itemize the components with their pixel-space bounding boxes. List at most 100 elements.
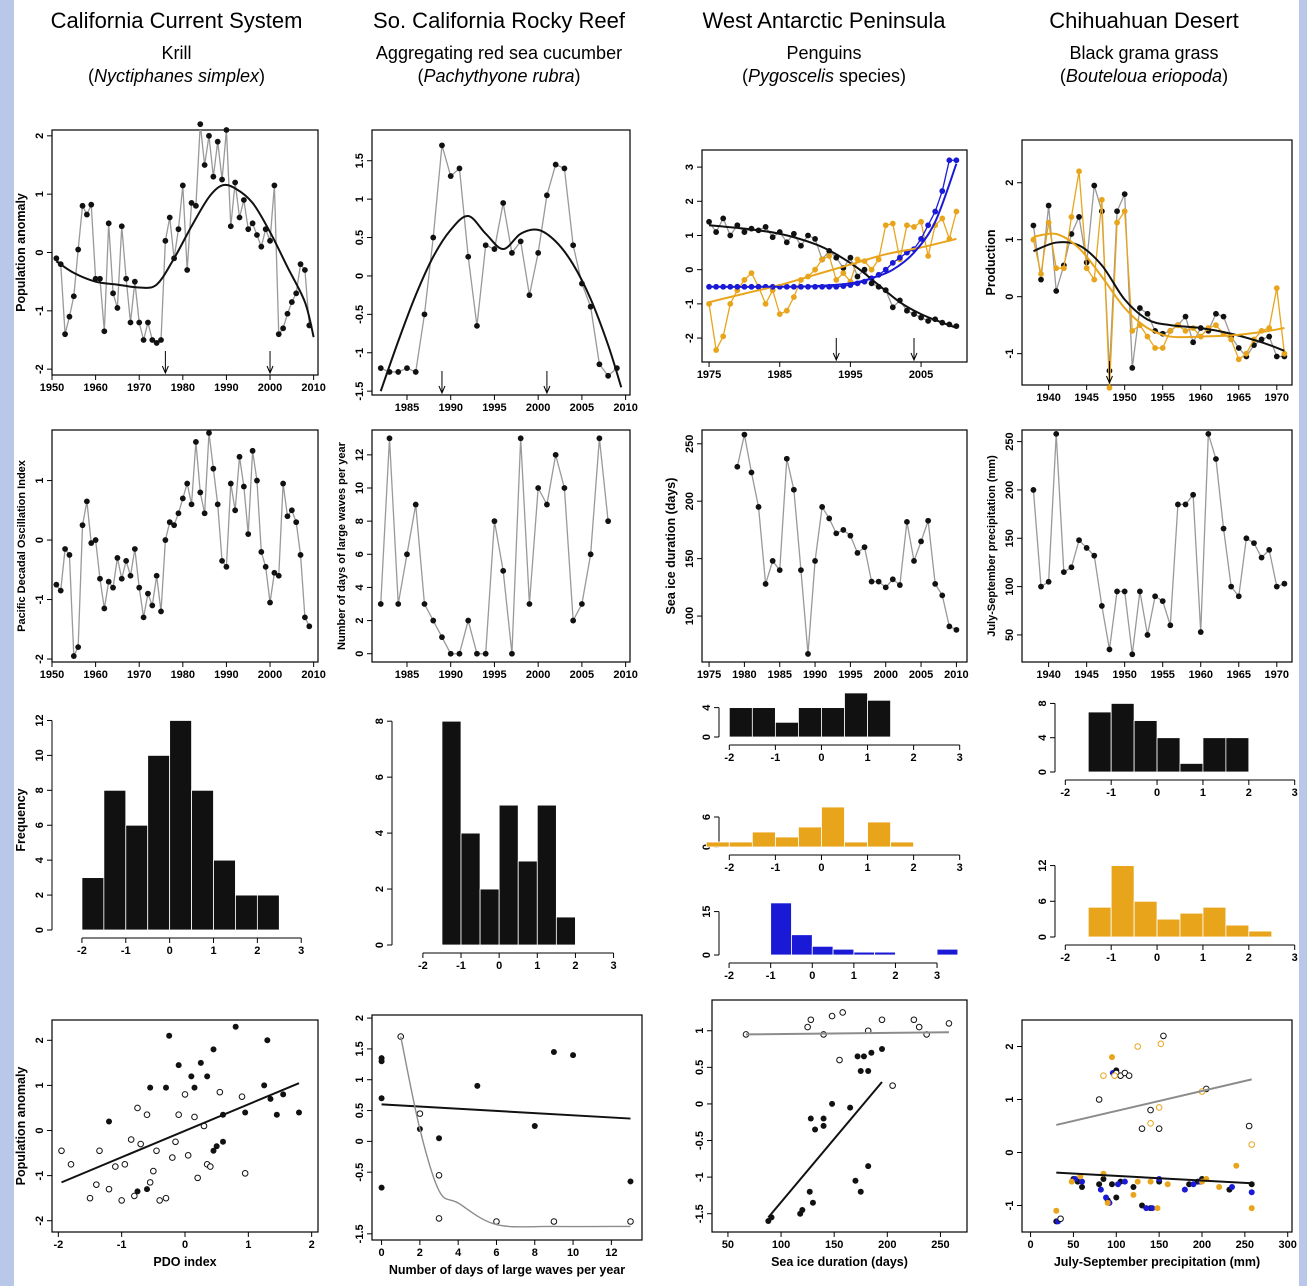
data-point: [1053, 1207, 1060, 1214]
histogram-bar: [1156, 737, 1181, 773]
data-point: [482, 242, 489, 249]
y-tick-label: 0: [694, 1101, 706, 1107]
arrow-head: [910, 352, 918, 362]
data-point: [210, 1046, 217, 1053]
data-point: [1079, 1183, 1085, 1190]
histogram-bar: [844, 692, 868, 738]
species-latin-line: (Nyctiphanes simplex): [87, 66, 266, 86]
data-point: [482, 650, 489, 657]
data-point: [175, 510, 182, 517]
data-point: [1030, 487, 1037, 493]
y-tick-label: 2: [684, 198, 696, 204]
y-tick-label: 1: [354, 196, 366, 202]
open-data-point: [1155, 1104, 1163, 1111]
x-tick-label: 1945: [1074, 392, 1098, 404]
data-point: [713, 229, 720, 235]
data-point: [1248, 1205, 1255, 1212]
data-point: [145, 319, 151, 326]
data-point: [570, 1052, 577, 1059]
series-line: [380, 145, 618, 377]
data-point: [819, 504, 826, 510]
y-axis-label: July-September precipitation (mm): [986, 455, 998, 637]
column-header-reef: So. California Rocky Reef Aggregating re…: [339, 0, 659, 88]
data-point: [262, 563, 269, 570]
histogram-bar: [498, 804, 519, 946]
x-tick-label: 0: [182, 1239, 188, 1251]
x-tick-label: 2005: [909, 669, 933, 681]
data-point: [70, 653, 77, 659]
data-point: [162, 237, 169, 244]
data-point: [1167, 327, 1174, 334]
species-latin-line: (Bouteloua eriopoda): [1059, 66, 1229, 86]
data-point: [570, 242, 577, 249]
data-point: [1053, 430, 1060, 437]
x-tick-label: 2010: [301, 382, 325, 394]
x-tick-label: 1995: [482, 669, 506, 681]
y-tick-label: 0: [1004, 1149, 1016, 1155]
y-tick-label: 0.5: [354, 1103, 366, 1118]
y-tick-label: 6: [701, 814, 713, 820]
y-tick-label: 0: [701, 952, 713, 958]
data-point: [412, 369, 419, 375]
histogram-bar: [936, 948, 959, 956]
data-point: [171, 522, 177, 529]
data-point: [131, 278, 138, 285]
data-point: [1121, 208, 1128, 215]
data-point: [465, 617, 472, 624]
y-tick-label: 10: [354, 482, 366, 494]
x-tick-label: 3: [610, 960, 616, 972]
data-point: [1233, 1162, 1240, 1169]
y-tick-label: 1: [1004, 1096, 1016, 1102]
y-tick-label: 0: [34, 249, 46, 255]
data-point: [1144, 632, 1151, 638]
data-point: [918, 538, 924, 545]
x-tick-label: -2: [1060, 952, 1070, 964]
data-point: [587, 303, 594, 310]
data-point: [1053, 265, 1060, 272]
series-line: [708, 216, 957, 327]
species-latin: Pygoscelis: [747, 66, 834, 86]
y-tick-label: 4: [34, 856, 46, 863]
data-point: [820, 1115, 827, 1122]
x-tick-label: 3: [957, 862, 963, 874]
species-common: Krill: [161, 43, 192, 63]
data-point: [88, 201, 95, 208]
histogram-bar: [867, 821, 891, 848]
y-tick-label: -2: [684, 333, 696, 343]
data-point: [727, 300, 734, 307]
data-point: [188, 501, 195, 508]
data-point: [258, 243, 265, 250]
data-point: [306, 623, 313, 630]
data-point: [1251, 540, 1257, 546]
x-tick-label: 1980: [171, 382, 195, 394]
site-title: West Antarctic Peninsula: [702, 8, 946, 33]
data-point: [101, 605, 108, 612]
series-line: [55, 432, 310, 657]
data-point: [53, 255, 60, 262]
data-point: [882, 584, 889, 591]
data-point: [145, 590, 151, 597]
data-point: [1147, 1178, 1154, 1185]
data-point: [857, 1067, 864, 1074]
data-point: [421, 311, 428, 318]
data-point: [1098, 196, 1105, 203]
data-point: [1030, 236, 1037, 243]
data-point: [946, 623, 953, 630]
data-point: [939, 215, 946, 222]
data-point: [1243, 535, 1250, 542]
x-tick-label: 1985: [767, 669, 791, 681]
data-point: [206, 430, 212, 436]
y-tick-label: -1: [684, 299, 696, 309]
data-point: [197, 489, 204, 496]
open-data-point: [184, 1152, 192, 1159]
regression-line: [1056, 1078, 1252, 1126]
x-axis-label: Number of days of large waves per year: [389, 1263, 625, 1277]
data-point: [404, 551, 410, 558]
data-point: [395, 601, 402, 607]
x-tick-label: 2005: [570, 402, 594, 414]
x-tick-label: 0: [496, 960, 502, 972]
data-point: [106, 1118, 112, 1125]
open-data-point: [169, 1154, 176, 1161]
y-tick-label: -2: [34, 654, 46, 664]
data-point: [932, 581, 939, 587]
